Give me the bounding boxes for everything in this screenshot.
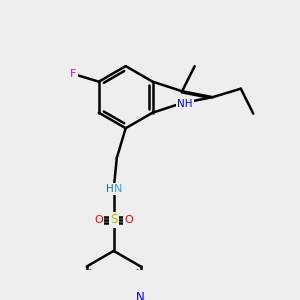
- Text: H: H: [106, 184, 113, 194]
- Text: NH: NH: [177, 99, 193, 110]
- Text: N: N: [114, 184, 123, 194]
- Text: S: S: [110, 213, 117, 226]
- Text: N: N: [136, 291, 145, 300]
- Text: F: F: [70, 69, 77, 79]
- Text: O: O: [94, 215, 103, 225]
- Text: O: O: [124, 215, 133, 225]
